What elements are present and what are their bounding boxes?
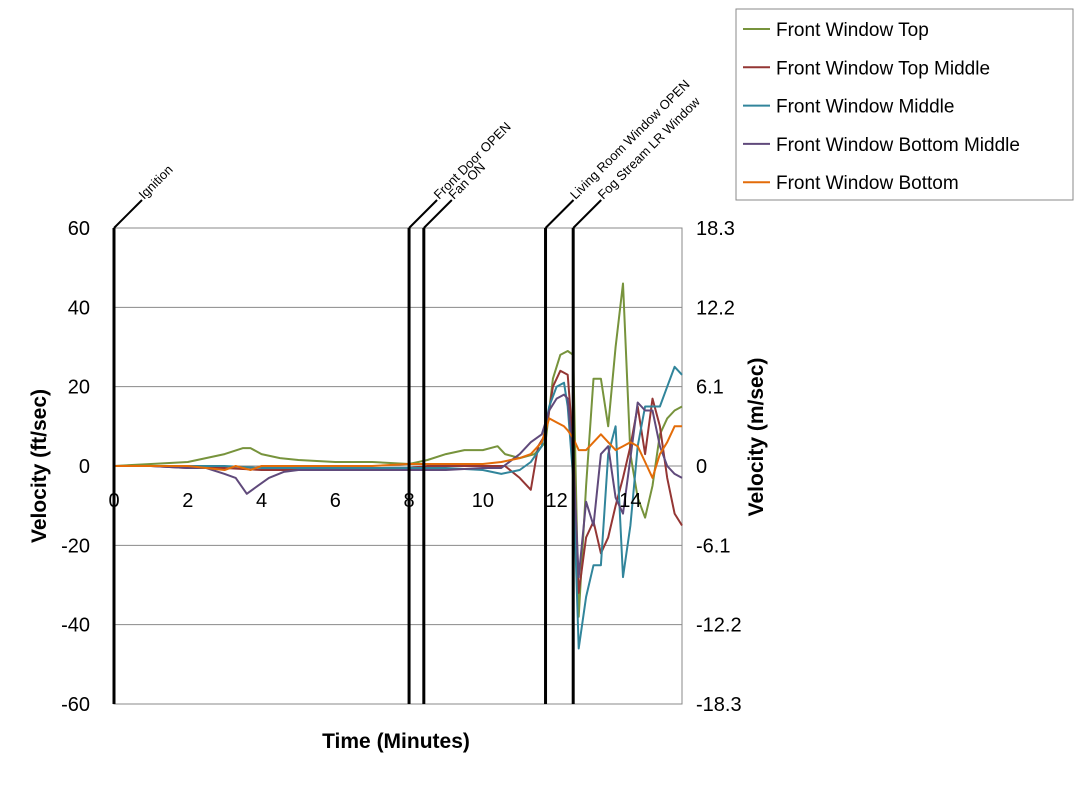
event-leader-living-room-window-open	[544, 199, 575, 229]
x-axis-label: Time (Minutes)	[322, 730, 470, 753]
series-line-front-window-bottom	[114, 417, 682, 479]
legend-entry: Front Window Top Middle	[776, 58, 990, 79]
x-tick-label: 10	[472, 490, 494, 512]
legend-entry: Front Window Bottom	[776, 173, 959, 194]
y2-tick-label: 12.2	[696, 297, 735, 319]
y-tick-label: 60	[68, 218, 90, 240]
legend: Front Window Top Front Window Top Middle F…	[735, 8, 1074, 201]
y-axis-ticks: -60 -40 -20 0 20 40 60	[61, 218, 90, 716]
legend-box	[735, 8, 1074, 201]
event-leader-ignition	[113, 199, 143, 229]
y2-axis-label: Velocity (m/sec)	[745, 358, 768, 517]
series-line-front-window-top-middle	[114, 369, 683, 594]
y2-tick-label: 0	[696, 456, 707, 478]
x-axis-ticks: 0 2 4 6 8 10 12 14	[108, 490, 641, 512]
event-label-living-room-window-open: Living Room Window OPEN	[567, 77, 693, 203]
series-line-front-window-middle	[114, 365, 683, 650]
y2-tick-label: 6.1	[696, 377, 724, 399]
y-tick-label: -20	[61, 535, 90, 557]
y2-tick-label: 18.3	[696, 218, 735, 240]
series-line-front-window-top	[113, 282, 683, 618]
y-axis-label: Velocity (ft/sec)	[28, 389, 51, 543]
legend-entry: Front Window Bottom Middle	[776, 135, 1020, 156]
x-tick-label: 12	[545, 490, 567, 512]
x-tick-label: 0	[108, 490, 119, 512]
x-tick-label: 8	[404, 490, 415, 512]
event-leader-fan-on	[423, 199, 453, 229]
series-line-front-window-bottom-middle	[114, 393, 683, 579]
legend-entry: Front Window Middle	[776, 97, 954, 118]
event-leader-front-door-open	[408, 199, 438, 229]
y-tick-label: 20	[68, 377, 90, 399]
event-leader-fog-stream-lr-window	[572, 199, 602, 229]
y2-tick-label: -6.1	[696, 535, 730, 557]
x-tick-label: 6	[330, 490, 341, 512]
y-tick-label: -40	[61, 615, 90, 637]
x-tick-label: 2	[182, 490, 193, 512]
event-label-front-door-open: Front Door OPEN	[431, 119, 514, 202]
y2-tick-label: -18.3	[696, 694, 742, 716]
y-tick-label: -60	[61, 694, 90, 716]
y-tick-label: 0	[79, 456, 90, 478]
x-tick-label: 14	[619, 490, 641, 512]
y2-axis-ticks: -18.3 -12.2 -6.1 0 6.1 12.2 18.3	[696, 218, 742, 716]
y2-tick-label: -12.2	[696, 615, 742, 637]
y-tick-label: 40	[68, 297, 90, 319]
event-label-ignition: Ignition	[136, 162, 176, 202]
legend-entry: Front Window Top	[776, 20, 929, 41]
x-tick-label: 4	[256, 490, 267, 512]
